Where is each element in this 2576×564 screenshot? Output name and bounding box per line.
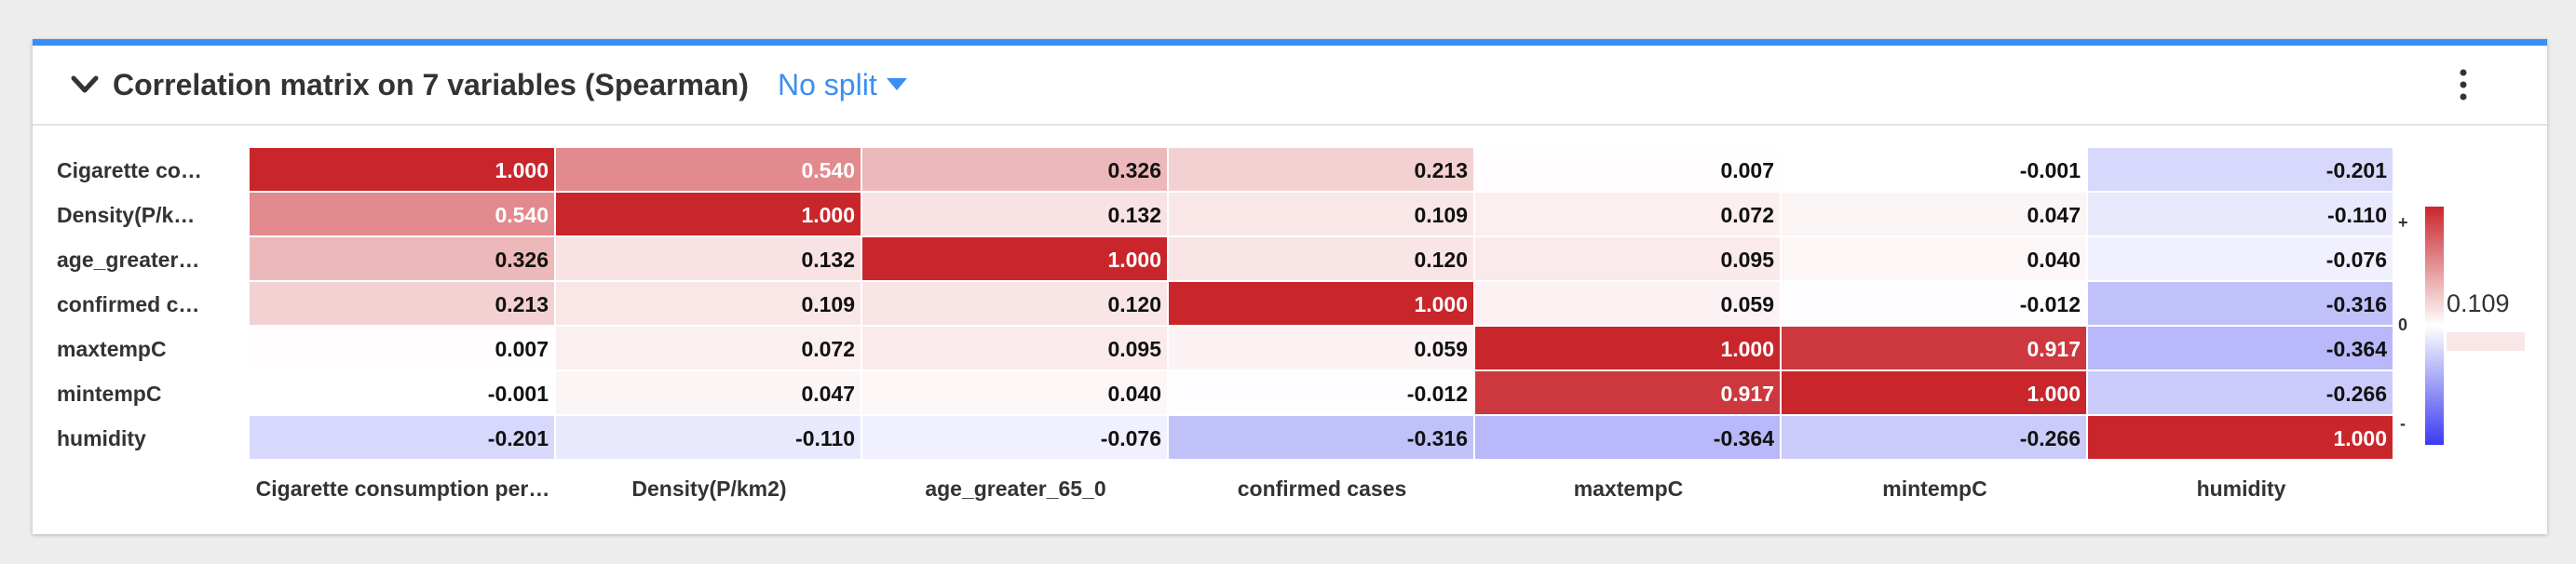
heatmap-cell[interactable]: -0.316 xyxy=(2088,282,2393,325)
split-label[interactable]: No split xyxy=(778,68,877,101)
heatmap-cell[interactable]: 0.326 xyxy=(862,148,1167,191)
column-label: humidity xyxy=(2196,477,2286,501)
heatmap-cell[interactable]: 1.000 xyxy=(250,148,554,191)
heatmap-cell[interactable]: 0.072 xyxy=(1475,193,1780,235)
row-label: maxtempC xyxy=(57,337,167,361)
heatmap-cell[interactable]: 0.047 xyxy=(556,371,861,414)
heatmap-cell[interactable]: -0.364 xyxy=(2088,327,2393,369)
legend-highlight-value: 0.109 xyxy=(2447,289,2510,317)
legend-zero-label: 0 xyxy=(2398,316,2408,334)
heatmap-cell[interactable]: -0.076 xyxy=(862,416,1167,459)
column-label: confirmed cases xyxy=(1237,477,1407,501)
heatmap-cell[interactable]: 0.213 xyxy=(1169,148,1473,191)
heatmap-cell[interactable]: -0.201 xyxy=(2088,148,2393,191)
heatmap-cell[interactable]: -0.001 xyxy=(1782,148,2086,191)
heatmap-cell[interactable]: 0.109 xyxy=(1169,193,1473,235)
row-label: Cigarette co… xyxy=(57,158,202,182)
legend-plus-label: + xyxy=(2398,213,2408,232)
color-scale-legend xyxy=(2425,207,2444,445)
chart-title: Correlation matrix on 7 variables (Spear… xyxy=(113,68,749,101)
heatmap-cell[interactable]: 0.059 xyxy=(1169,327,1473,369)
row-label: confirmed c… xyxy=(57,292,200,316)
column-label: age_greater_65_0 xyxy=(925,477,1106,501)
heatmap-cell[interactable]: -0.110 xyxy=(556,416,861,459)
heatmap-cell[interactable]: -0.012 xyxy=(1782,282,2086,325)
heatmap-cell[interactable]: -0.012 xyxy=(1169,371,1473,414)
column-label: mintempC xyxy=(1882,477,1987,501)
heatmap-cell[interactable]: 0.540 xyxy=(556,148,861,191)
heatmap-cell[interactable]: -0.110 xyxy=(2088,193,2393,235)
legend-highlight-swatch xyxy=(2447,332,2525,351)
split-dropdown[interactable]: No split xyxy=(778,64,907,105)
row-label: humidity xyxy=(57,426,146,450)
heatmap-cell[interactable]: -0.364 xyxy=(1475,416,1780,459)
heatmap-cell[interactable]: 0.072 xyxy=(556,327,861,369)
card-header: Correlation matrix on 7 variables (Spear… xyxy=(33,46,2547,126)
heatmap-cell[interactable]: 0.095 xyxy=(1475,237,1780,280)
heatmap-cell[interactable]: 0.007 xyxy=(250,327,554,369)
row-label: age_greater… xyxy=(57,248,200,272)
heatmap-cell[interactable]: 1.000 xyxy=(1782,371,2086,414)
correlation-matrix-card: Correlation matrix on 7 variables (Spear… xyxy=(33,39,2547,534)
heatmap-cell[interactable]: 0.007 xyxy=(1475,148,1780,191)
heatmap-cell[interactable]: 1.000 xyxy=(1169,282,1473,325)
heatmap-cell[interactable]: -0.266 xyxy=(1782,416,2086,459)
heatmap-cell[interactable]: -0.316 xyxy=(1169,416,1473,459)
heatmap-cell[interactable]: 0.213 xyxy=(250,282,554,325)
heatmap-cell[interactable]: -0.076 xyxy=(2088,237,2393,280)
heatmap-cell[interactable]: 0.917 xyxy=(1782,327,2086,369)
column-label: Density(P/km2) xyxy=(631,477,787,501)
heatmap-cell[interactable]: 0.132 xyxy=(862,193,1167,235)
heatmap-cell[interactable]: 0.059 xyxy=(1475,282,1780,325)
heatmap-cell[interactable]: 0.326 xyxy=(250,237,554,280)
heatmap-cell[interactable]: 0.132 xyxy=(556,237,861,280)
heatmap-cell[interactable]: 0.095 xyxy=(862,327,1167,369)
heatmap-cell[interactable]: 0.120 xyxy=(862,282,1167,325)
row-label: mintempC xyxy=(57,382,162,406)
heatmap-cell[interactable]: 1.000 xyxy=(2088,416,2393,459)
heatmap-cell[interactable]: -0.266 xyxy=(2088,371,2393,414)
heatmap-cell[interactable]: 0.109 xyxy=(556,282,861,325)
heatmap-cell[interactable]: -0.001 xyxy=(250,371,554,414)
heatmap-cell[interactable]: 0.540 xyxy=(250,193,554,235)
heatmap-cell[interactable]: 0.120 xyxy=(1169,237,1473,280)
caret-down-icon[interactable] xyxy=(886,78,907,91)
heatmap-cell[interactable]: 1.000 xyxy=(556,193,861,235)
column-label: maxtempC xyxy=(1573,477,1684,501)
column-label: Cigarette consumption per… xyxy=(255,477,550,501)
heatmap-cell[interactable]: 0.917 xyxy=(1475,371,1780,414)
chevron-down-icon[interactable] xyxy=(68,68,102,101)
heatmap-cell[interactable]: 0.040 xyxy=(862,371,1167,414)
row-label: Density(P/k… xyxy=(57,203,196,227)
heatmap-cell[interactable]: 0.040 xyxy=(1782,237,2086,280)
heatmap-cell[interactable]: 1.000 xyxy=(862,237,1167,280)
legend-minus-label: - xyxy=(2400,414,2406,433)
heatmap-cell[interactable]: 1.000 xyxy=(1475,327,1780,369)
heatmap-cell[interactable]: 0.047 xyxy=(1782,193,2086,235)
kebab-menu-icon[interactable] xyxy=(2454,68,2473,101)
heatmap-cell[interactable]: -0.201 xyxy=(250,416,554,459)
